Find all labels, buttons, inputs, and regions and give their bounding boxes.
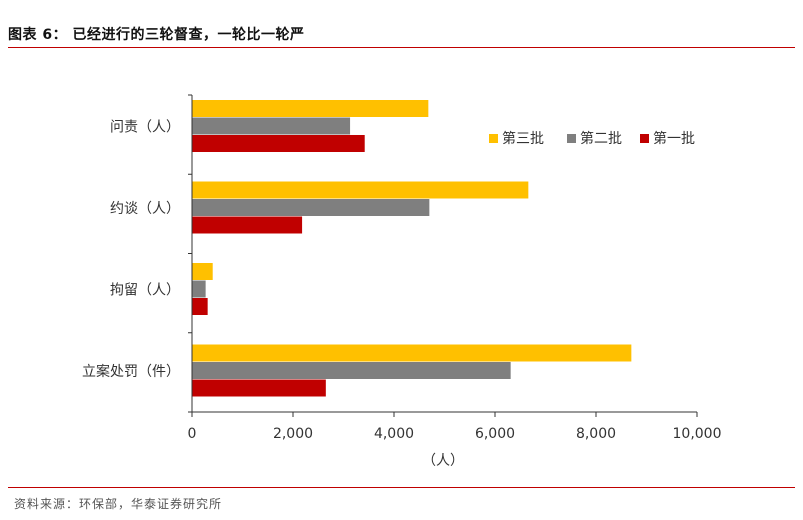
figure-title: 图表 6： 已经进行的三轮督查，一轮比一轮严 xyxy=(8,27,305,43)
category-label: 约谈（人） xyxy=(110,201,180,217)
legend-swatch xyxy=(489,134,498,143)
category-label: 拘留（人） xyxy=(110,282,180,298)
legend-label: 第三批 xyxy=(502,130,544,147)
bar-4-2 xyxy=(192,362,511,379)
axes xyxy=(188,94,698,417)
source-divider xyxy=(8,487,795,488)
bar-chart: 问责（人） 约谈（人） 拘留（人） 立案处罚（件） 0 2,000 4,000 6,000 8… xyxy=(82,94,722,469)
bar-group xyxy=(192,100,632,397)
x-tick-label: 6,000 xyxy=(475,426,515,442)
bar-1-1 xyxy=(192,100,429,117)
x-axis-label: （人） xyxy=(422,453,464,469)
legend: 第三批 第二批 第一批 xyxy=(489,130,695,147)
x-tick-label: 2,000 xyxy=(273,426,313,442)
bar-3-2 xyxy=(192,280,206,298)
legend-label: 第一批 xyxy=(653,130,695,147)
category-label: 立案处罚（件） xyxy=(82,363,180,380)
bar-4-1 xyxy=(192,344,632,362)
category-label: 问责（人） xyxy=(110,119,180,135)
legend-swatch xyxy=(567,134,576,143)
bar-3-3 xyxy=(192,298,208,315)
bar-3-1 xyxy=(192,263,213,280)
x-tick-label: 8,000 xyxy=(576,426,616,442)
title-divider xyxy=(8,47,795,48)
x-tick-label: 0 xyxy=(188,426,197,442)
bar-1-3 xyxy=(192,135,365,152)
category-labels: 问责（人） 约谈（人） 拘留（人） 立案处罚（件） xyxy=(82,119,180,380)
x-tick-labels: 0 2,000 4,000 6,000 8,000 10,000 xyxy=(188,426,722,442)
bar-2-1 xyxy=(192,181,529,199)
x-tick-label: 4,000 xyxy=(374,426,414,442)
legend-swatch xyxy=(640,134,649,143)
legend-label: 第二批 xyxy=(580,130,622,147)
source-note: 资料来源：环保部，华泰证券研究所 xyxy=(14,497,223,511)
bar-4-3 xyxy=(192,379,326,397)
bar-2-2 xyxy=(192,199,430,216)
bar-1-2 xyxy=(192,117,351,135)
bar-2-3 xyxy=(192,216,303,234)
x-tick-label: 10,000 xyxy=(673,426,722,442)
